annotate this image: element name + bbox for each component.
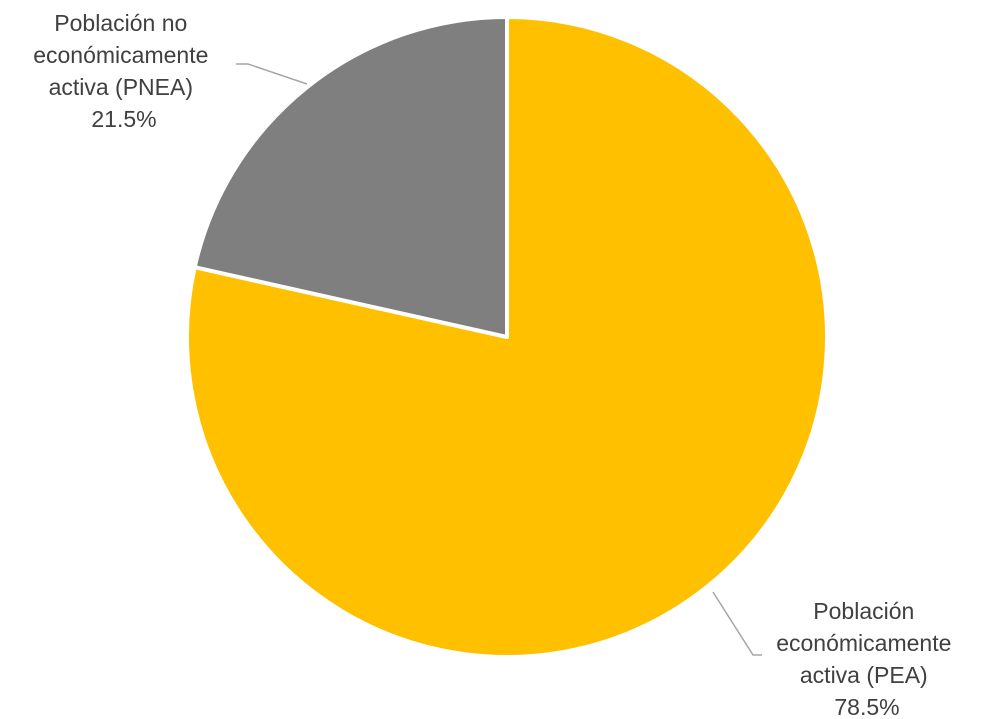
label-pnea-line-2: económicamente [33, 42, 208, 68]
pie-slice-pnea [192, 15, 509, 339]
label-pnea-line-1: Población no [54, 10, 187, 36]
pie-slices [185, 15, 829, 659]
leader-line-pnea [236, 63, 308, 85]
label-pea-value: 78.5% [834, 694, 899, 719]
label-pnea-line-3: activa (PNEA) [49, 74, 193, 100]
label-pea-line-1: Población [813, 598, 914, 624]
data-label-pnea: Población no económicamente activa (PNEA… [33, 10, 215, 132]
label-pea-line-2: económicamente [776, 630, 951, 656]
leader-line-pea [712, 591, 762, 656]
leader-lines [236, 63, 762, 656]
label-pea-line-3: activa (PEA) [800, 662, 928, 688]
label-pnea-value: 21.5% [91, 106, 156, 132]
data-label-pea: Población económicamente activa (PEA) 78… [776, 598, 958, 719]
